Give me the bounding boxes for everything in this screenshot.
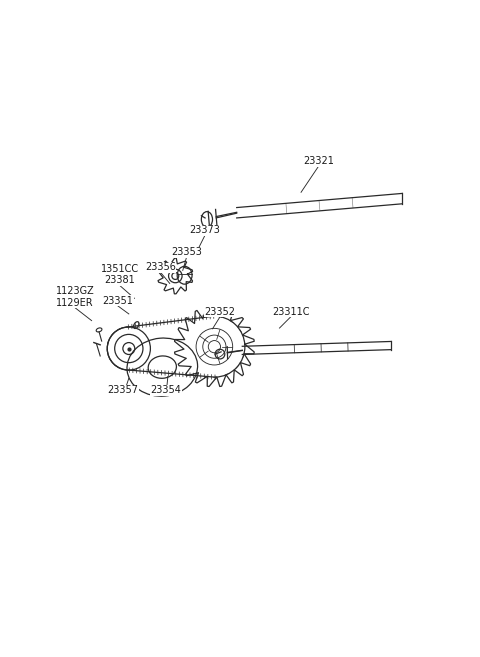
- Text: 23351: 23351: [102, 296, 133, 306]
- Text: 23357: 23357: [108, 385, 139, 395]
- Text: 23353: 23353: [171, 248, 202, 258]
- Text: 23373: 23373: [190, 225, 220, 235]
- Text: 23356: 23356: [145, 262, 176, 272]
- Text: 23311C: 23311C: [272, 307, 310, 317]
- Text: 23354: 23354: [151, 385, 181, 395]
- Text: 1351CC
23381: 1351CC 23381: [100, 263, 139, 285]
- Text: 23321: 23321: [303, 156, 334, 166]
- Text: 1123GZ
1129ER: 1123GZ 1129ER: [56, 286, 94, 307]
- Text: 23352: 23352: [204, 307, 236, 317]
